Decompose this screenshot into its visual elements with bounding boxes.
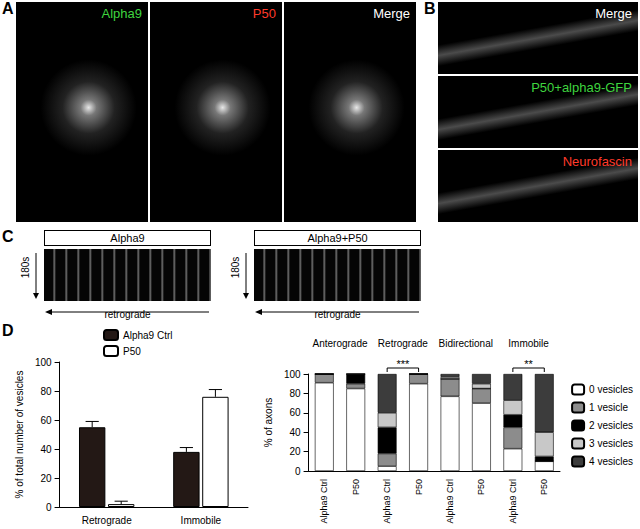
svg-text:80: 80 (40, 386, 52, 397)
svg-text:Retrograde: Retrograde (82, 515, 132, 526)
svg-text:Alpha9 Ctrl: Alpha9 Ctrl (382, 479, 392, 524)
svg-text:**: ** (524, 358, 533, 370)
svg-text:0: 0 (46, 502, 52, 513)
svg-text:100: 100 (35, 357, 52, 368)
svg-text:20: 20 (40, 473, 52, 484)
html-text:Alpha9: Alpha9 (110, 232, 145, 244)
svg-text:Immobile: Immobile (181, 515, 222, 526)
svg-text:% of axons: % of axons (263, 398, 274, 447)
svg-text:Anterograde: Anterograde (312, 338, 367, 349)
html-text:Neurofascin: Neurofascin (562, 154, 632, 169)
svg-text:P50: P50 (414, 479, 424, 495)
svg-text:60: 60 (289, 407, 301, 418)
svg-text:***: *** (396, 358, 410, 370)
html-text:C: C (2, 228, 14, 245)
svg-text:0 vesicles: 0 vesicles (589, 384, 633, 395)
svg-text:40: 40 (40, 444, 52, 455)
svg-text:3 vesicles: 3 vesicles (589, 438, 633, 449)
html-text:Merge: Merge (595, 6, 632, 21)
svg-text:80: 80 (289, 388, 301, 399)
html-text:P50+alpha9-GFP: P50+alpha9-GFP (531, 80, 632, 95)
html-text:retrograde: retrograde (314, 309, 361, 320)
svg-text:P50: P50 (123, 346, 141, 357)
html-text:Alpha9+P50: Alpha9+P50 (307, 232, 368, 244)
html-text:A: A (2, 0, 14, 17)
html-text:Alpha9: Alpha9 (101, 6, 142, 21)
html-text:D: D (2, 322, 14, 339)
html-text:P50: P50 (252, 6, 276, 21)
svg-text:4 vesicles: 4 vesicles (589, 456, 633, 467)
svg-text:20: 20 (289, 446, 301, 457)
svg-text:Immobile: Immobile (508, 338, 549, 349)
svg-text:100: 100 (284, 369, 301, 380)
svg-text:P50: P50 (476, 479, 486, 495)
svg-text:Alpha9 Ctrl: Alpha9 Ctrl (445, 479, 455, 524)
html-text:180s: 180s (229, 256, 241, 279)
svg-text:Alpha9 Ctrl: Alpha9 Ctrl (123, 330, 172, 341)
svg-text:Alpha9 Ctrl: Alpha9 Ctrl (319, 479, 329, 524)
svg-text:Retrograde: Retrograde (378, 338, 428, 349)
svg-text:0: 0 (295, 466, 301, 477)
svg-text:P50: P50 (539, 479, 549, 495)
svg-text:40: 40 (289, 427, 301, 438)
svg-text:% of total number of vesicles: % of total number of vesicles (14, 371, 25, 499)
svg-text:1 vesicle: 1 vesicle (589, 402, 628, 413)
html-text:B: B (424, 0, 436, 17)
html-text:180s: 180s (19, 256, 31, 279)
svg-text:Alpha9 Ctrl: Alpha9 Ctrl (508, 479, 518, 524)
svg-text:Bidirectional: Bidirectional (438, 338, 492, 349)
svg-text:60: 60 (40, 415, 52, 426)
html-text:retrograde: retrograde (104, 309, 151, 320)
svg-text:P50: P50 (351, 479, 361, 495)
html-text:Merge: Merge (373, 6, 410, 21)
svg-text:2 vesicles: 2 vesicles (589, 420, 633, 431)
